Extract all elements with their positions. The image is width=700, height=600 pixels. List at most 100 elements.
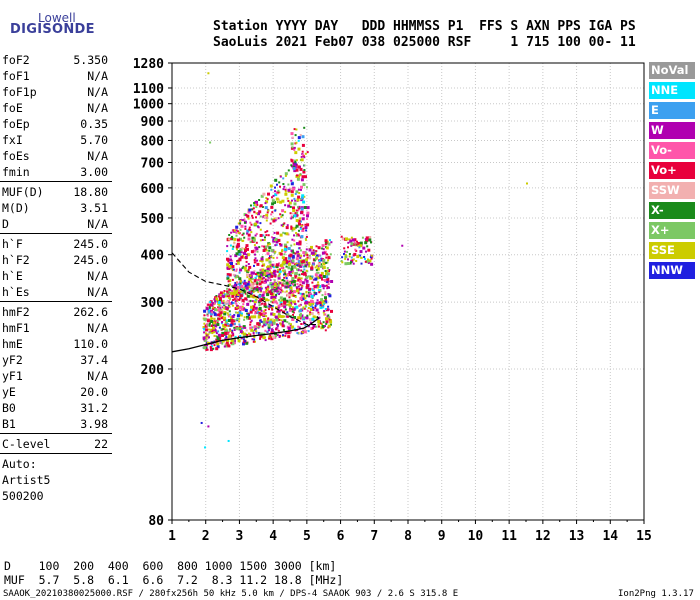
echo-point xyxy=(245,253,248,256)
echo-point xyxy=(270,218,273,221)
param-separator xyxy=(0,453,112,454)
echo-point xyxy=(266,230,269,233)
echo-point xyxy=(206,348,209,351)
param-value: 245.0 xyxy=(73,237,108,251)
echo-point xyxy=(327,314,330,317)
param-value: 110.0 xyxy=(73,337,108,351)
echo-point xyxy=(285,299,289,303)
echo-point xyxy=(258,307,262,310)
echo-point xyxy=(258,325,261,328)
echo-point xyxy=(279,334,281,337)
echo-point xyxy=(272,219,276,223)
echo-point xyxy=(325,256,328,259)
echo-point xyxy=(242,265,245,268)
echo-point xyxy=(239,305,242,309)
echo-point xyxy=(297,285,300,288)
echo-point xyxy=(351,259,354,262)
param-separator xyxy=(0,301,112,302)
param-value: N/A xyxy=(87,217,108,231)
echo-point xyxy=(296,250,300,254)
echo-point xyxy=(304,175,307,179)
echo-point xyxy=(285,226,289,230)
echo-point xyxy=(259,259,262,262)
echo-point xyxy=(287,335,291,339)
echo-point xyxy=(214,302,216,305)
echo-point xyxy=(292,164,295,166)
echo-point xyxy=(260,273,264,277)
echo-point xyxy=(273,200,276,204)
echo-point xyxy=(267,284,270,287)
echo-point xyxy=(256,271,260,275)
param-value: 31.2 xyxy=(80,401,108,415)
echo-point xyxy=(260,280,264,284)
echo-point xyxy=(324,242,327,244)
echo-point xyxy=(301,135,305,139)
echo-point xyxy=(216,345,220,349)
echo-point xyxy=(290,217,293,220)
echo-point xyxy=(251,236,255,240)
echo-point xyxy=(364,241,368,245)
echo-point xyxy=(252,286,255,289)
echo-point xyxy=(246,334,249,336)
echo-point xyxy=(285,303,288,306)
echo-point xyxy=(297,278,301,282)
echo-point xyxy=(236,281,239,284)
echo-point xyxy=(284,250,287,253)
echo-point xyxy=(305,258,308,262)
echo-point xyxy=(296,268,298,271)
echo-point xyxy=(250,204,252,207)
echo-point xyxy=(223,311,226,313)
echo-point xyxy=(292,209,296,212)
echo-point xyxy=(322,311,325,314)
echo-point xyxy=(267,305,270,308)
echo-point xyxy=(352,242,356,246)
echo-point xyxy=(262,276,265,279)
echo-point xyxy=(237,339,241,343)
echo-point xyxy=(228,290,231,293)
echo-point xyxy=(295,286,298,289)
echo-outlier xyxy=(526,182,528,185)
echo-point xyxy=(273,272,276,275)
echo-point xyxy=(298,273,301,276)
echo-point xyxy=(283,276,286,279)
echo-point xyxy=(233,237,237,241)
echo-point xyxy=(231,265,235,268)
legend-item-xminus: X+ xyxy=(649,222,695,239)
echo-point xyxy=(302,265,305,268)
echo-point xyxy=(257,212,260,216)
echo-point xyxy=(289,281,293,285)
echo-point xyxy=(302,251,306,255)
echo-point xyxy=(274,193,278,197)
echo-point xyxy=(264,320,268,324)
echo-point xyxy=(253,281,257,285)
echo-point xyxy=(320,259,323,262)
echo-point xyxy=(302,153,304,156)
x-tick-label: 9 xyxy=(438,529,446,544)
echo-point xyxy=(299,256,302,259)
echo-point xyxy=(227,315,230,318)
echo-point xyxy=(243,248,246,250)
param-value: N/A xyxy=(87,321,108,335)
x-tick-label: 6 xyxy=(337,529,345,544)
echo-point xyxy=(322,321,325,324)
echo-point xyxy=(302,329,305,332)
echo-point xyxy=(347,258,349,261)
echo-point xyxy=(322,306,325,309)
echo-point xyxy=(216,323,220,326)
echo-point xyxy=(284,204,287,207)
echo-point xyxy=(284,172,288,176)
echo-point xyxy=(243,279,246,282)
echo-point xyxy=(328,270,330,273)
chart-axes xyxy=(168,62,645,524)
echo-point xyxy=(213,317,216,320)
echo-point xyxy=(268,275,271,278)
echo-point xyxy=(291,318,295,321)
echo-point xyxy=(288,271,291,274)
echo-point xyxy=(304,152,307,155)
echo-point xyxy=(303,126,306,129)
echo-point xyxy=(292,307,296,311)
param-row: hmF1 N/A xyxy=(0,320,112,336)
echo-point xyxy=(312,278,315,281)
echo-point xyxy=(352,258,355,261)
echo-point xyxy=(240,224,244,228)
